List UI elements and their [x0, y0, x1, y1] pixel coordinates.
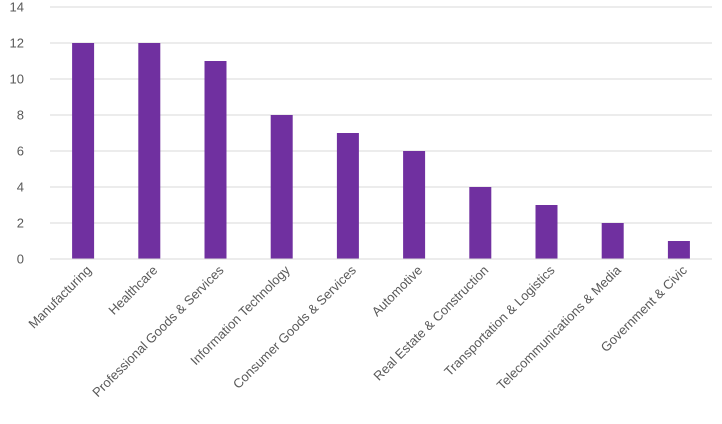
y-tick-label: 12 [10, 36, 24, 51]
y-tick-label: 14 [10, 0, 24, 15]
y-tick-label: 0 [17, 252, 24, 267]
y-tick-label: 8 [17, 108, 24, 123]
x-category-label: Real Estate & Construction [370, 263, 491, 384]
y-tick-label: 6 [17, 144, 24, 159]
x-category-label: Telecommunications & Media [494, 262, 625, 393]
x-category-label: Healthcare [105, 263, 160, 318]
bar [138, 43, 161, 259]
y-axis-tick-labels: 0 2 4 6 8 10 12 14 [10, 0, 24, 267]
bars [72, 43, 690, 259]
bar [403, 151, 426, 259]
bar [535, 205, 558, 259]
x-category-label: Professional Goods & Services [89, 262, 227, 400]
bar [270, 115, 293, 259]
y-tick-label: 2 [17, 216, 24, 231]
x-category-label: Manufacturing [25, 263, 94, 332]
x-category-label: Automotive [369, 263, 426, 320]
bar [667, 241, 690, 259]
gridlines [50, 6, 712, 224]
bar [204, 61, 227, 259]
y-tick-label: 10 [10, 72, 24, 87]
x-category-label: Consumer Goods & Services [230, 262, 359, 391]
x-category-label: Transportation & Logistics [441, 262, 558, 379]
bar [601, 223, 624, 259]
bar [72, 43, 95, 259]
y-tick-label: 4 [17, 180, 24, 195]
bar [469, 187, 492, 259]
bar [336, 133, 359, 259]
